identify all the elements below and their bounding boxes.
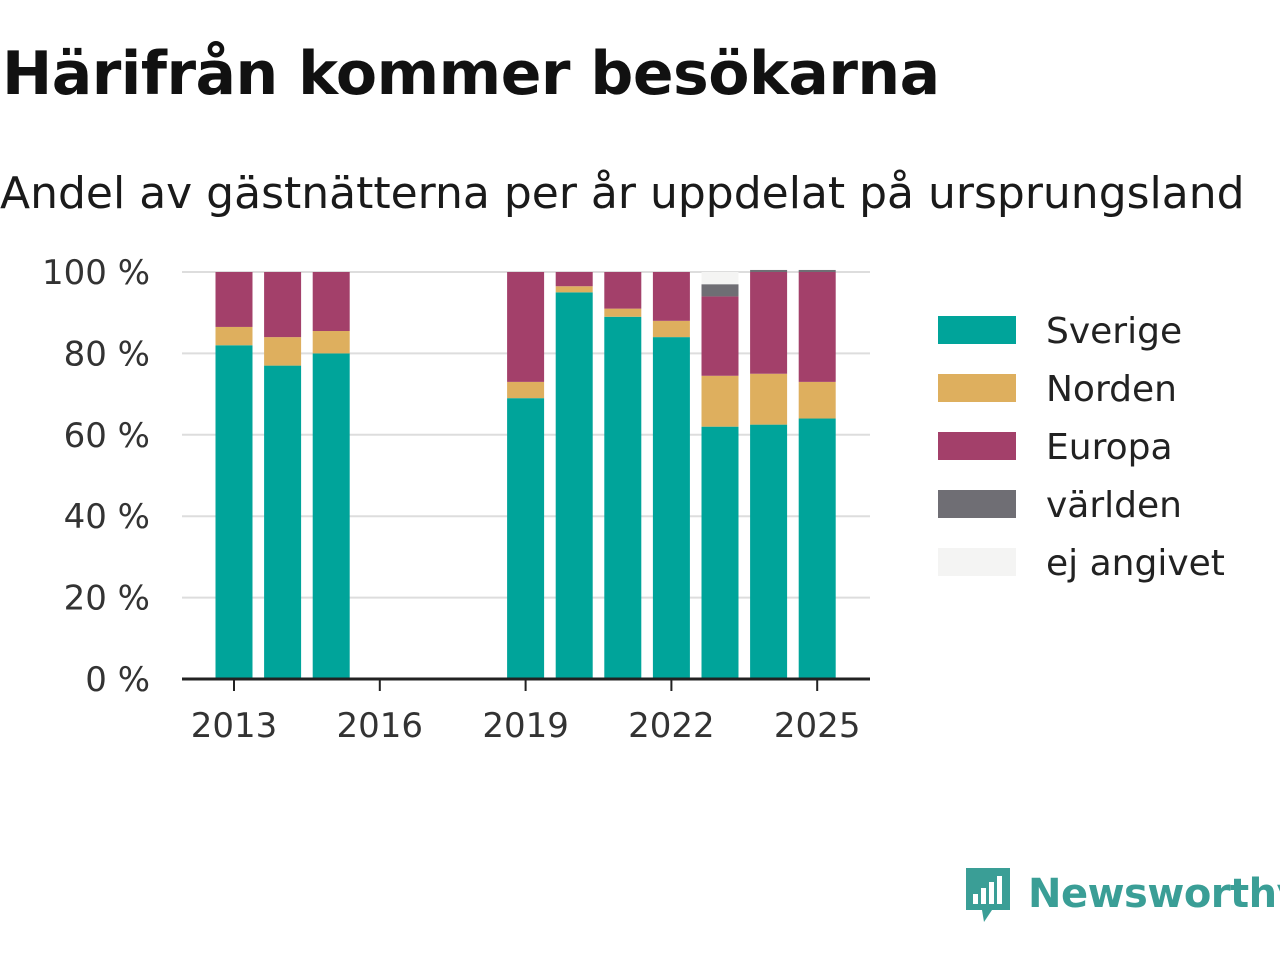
bar-segment — [702, 427, 739, 679]
bar-segment — [556, 292, 593, 679]
bar-segment — [216, 345, 253, 679]
legend-swatch — [938, 432, 1016, 460]
legend-swatch — [938, 374, 1016, 402]
stacked-bar-chart: 0 % 20 % 40 % 60 % 80 % 100 % 2013 2016 2019 202… — [0, 0, 1280, 960]
y-tick-label: 0 % — [85, 660, 150, 700]
x-axis: 2013 2016 2019 2022 2025 — [182, 679, 870, 746]
brand-name: Newsworthy — [1028, 871, 1280, 917]
bar-segment — [799, 382, 836, 419]
x-tick-label: 2022 — [628, 706, 715, 746]
y-tick-label: 100 % — [42, 253, 150, 293]
bar-segment — [799, 272, 836, 382]
bar-segment — [264, 337, 301, 365]
bar-segment — [604, 272, 641, 309]
y-tick-label: 40 % — [64, 497, 150, 537]
bar-segment — [653, 321, 690, 337]
bar-segment — [556, 286, 593, 292]
legend-label: Norden — [1046, 369, 1177, 410]
x-tick-label: 2013 — [191, 706, 278, 746]
bar-segment — [216, 327, 253, 345]
legend-swatch — [938, 490, 1016, 518]
bar-segment — [507, 272, 544, 382]
bar-segment — [604, 317, 641, 679]
x-tick-label: 2016 — [337, 706, 424, 746]
bar-segment — [799, 419, 836, 679]
legend-swatch — [938, 548, 1016, 576]
bar-segment — [653, 337, 690, 679]
bars — [216, 270, 836, 679]
bar-segment — [750, 270, 787, 272]
bar-segment — [264, 366, 301, 679]
bar-segment — [702, 376, 739, 427]
bar-segment — [264, 272, 301, 337]
bar-segment — [750, 374, 787, 425]
y-axis-ticks: 0 % 20 % 40 % 60 % 80 % 100 % — [42, 253, 150, 700]
newsworthy-logo: Newsworthy — [962, 864, 1280, 924]
y-tick-label: 20 % — [64, 579, 150, 619]
bar-segment — [702, 284, 739, 296]
legend-swatch — [938, 316, 1016, 344]
bar-segment — [750, 425, 787, 679]
bar-segment — [799, 270, 836, 272]
bar-segment — [313, 272, 350, 331]
legend-label: Europa — [1046, 427, 1173, 468]
y-tick-label: 80 % — [64, 334, 150, 374]
x-tick-label: 2019 — [482, 706, 569, 746]
bar-segment — [750, 272, 787, 374]
bar-segment — [507, 398, 544, 679]
y-tick-label: 60 % — [64, 416, 150, 456]
x-tick-label: 2025 — [774, 706, 861, 746]
bar-segment — [556, 272, 593, 286]
bar-segment — [702, 296, 739, 375]
bar-segment — [313, 331, 350, 353]
bar-segment — [604, 309, 641, 317]
newsworthy-logo-icon — [962, 864, 1014, 924]
bar-segment — [216, 272, 253, 327]
legend-label: Sverige — [1046, 311, 1182, 352]
bar-segment — [702, 272, 739, 284]
legend: Sverige Norden Europa världen ej angivet — [938, 311, 1225, 584]
bar-segment — [653, 272, 690, 321]
legend-label: ej angivet — [1046, 543, 1225, 584]
bar-segment — [313, 353, 350, 679]
legend-label: världen — [1046, 485, 1182, 526]
bar-segment — [507, 382, 544, 398]
